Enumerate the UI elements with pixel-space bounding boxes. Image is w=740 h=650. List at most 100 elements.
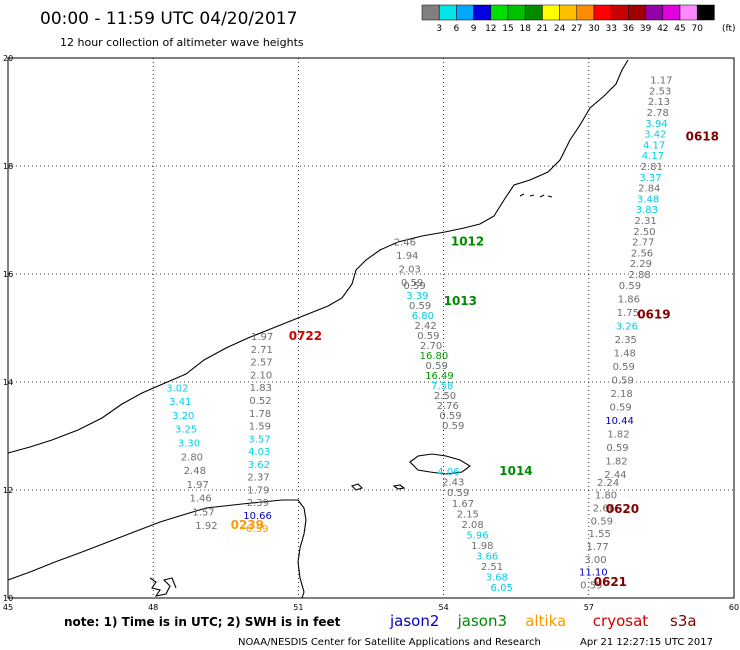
swh-value: 2.66	[593, 504, 615, 515]
colorbar-swatch	[610, 4, 629, 21]
swh-value: 0.59	[606, 443, 628, 454]
colorbar-swatch	[490, 4, 509, 21]
x-tick-label: 48	[148, 603, 158, 612]
swh-value: 2.80	[181, 452, 203, 463]
swh-value: 2.44	[604, 470, 626, 481]
pass-label: 0621	[594, 575, 627, 589]
pass-label: 1013	[444, 294, 477, 308]
swh-value: 3.68	[486, 573, 508, 584]
colorbar-swatch	[645, 4, 664, 21]
track-pass-0239: 3.02 3.41 3.20 3.25 3.30 2.80 2.48 1.97 1.46 1.57…	[166, 383, 217, 532]
colorbar: 3 6 9 12 15 18 21 24 27 30 33 36 39 42 45 70 (ft)	[421, 4, 736, 34]
swh-value: 1.86	[618, 294, 640, 305]
swh-value: 2.84	[638, 184, 660, 195]
colorbar-label: 21	[537, 24, 548, 34]
swh-value: 0.59	[246, 524, 268, 535]
pass-label: 0620	[606, 502, 639, 516]
swh-value: 3.25	[175, 425, 197, 436]
arabian-coastline	[7, 59, 629, 454]
swh-value: 1.17	[650, 76, 672, 87]
swh-value: 1.59	[249, 422, 271, 433]
swh-value: 3.83	[636, 205, 658, 216]
swh-value: 0.59	[591, 516, 613, 527]
colorbar-label: 70	[691, 24, 703, 34]
abd-al-kuri-island	[350, 483, 364, 491]
colorbar-label: 30	[588, 24, 600, 34]
x-tick-label: 57	[584, 603, 594, 612]
swh-value: 1.46	[189, 494, 211, 505]
swh-value: 4.17	[642, 151, 664, 162]
altimeter-tracks: 1.172.532.132.783.943.424.174.172.813.37…	[166, 76, 672, 595]
swh-value: 1.80	[595, 491, 617, 502]
swh-value: 3.30	[178, 438, 200, 449]
swh-value: 2.50	[633, 227, 655, 238]
colorbar-label: 24	[554, 24, 566, 34]
swh-value: 0.59	[426, 361, 448, 372]
y-tick-label: 20	[3, 54, 13, 63]
swh-value: 6.05	[491, 583, 513, 594]
swh-value: 2.76	[437, 401, 459, 412]
swh-value: 3.26	[616, 321, 638, 332]
pass-label: 0619	[637, 308, 670, 322]
samhah-island	[392, 484, 406, 490]
colorbar-label: 15	[502, 24, 513, 34]
colorbar-swatch	[576, 4, 595, 21]
colorbar-swatch	[542, 4, 560, 21]
swh-value: 6.80	[412, 311, 434, 322]
swh-value: 2.03	[399, 265, 421, 276]
swh-value: 0.59	[619, 281, 641, 292]
swh-value: 1.97	[251, 332, 273, 343]
colorbar-label: 33	[605, 24, 616, 34]
swh-value: 1.94	[396, 251, 418, 262]
swh-value: 1.55	[589, 529, 611, 540]
track-pass-1013: 0.593.390.596.802.420.592.7016.800.5916.…	[403, 281, 464, 432]
colorbar-label: 12	[485, 24, 496, 34]
swh-value: 2.37	[247, 473, 269, 484]
legend-jason3: jason3	[457, 612, 507, 630]
swh-value: 1.78	[249, 409, 271, 420]
y-tick-label: 18	[3, 162, 13, 171]
swh-value: 7.58	[431, 381, 453, 392]
colorbar-swatch	[421, 4, 440, 21]
swh-value: 2.35	[615, 335, 637, 346]
swh-value: 3.57	[248, 434, 270, 445]
x-tick-label: 60	[729, 603, 739, 612]
swh-value: 4.03	[248, 447, 270, 458]
track-pass-0619: 0.59 1.86 1.75 3.26 2.35 1.48 0.59 0.59 2.18 0.59…	[604, 281, 641, 481]
swh-value: 0.59	[609, 402, 631, 413]
swh-value: 0.59	[612, 375, 634, 386]
track-pass-1014: 4.062.430.591.672.152.085.961.983.662.51…	[437, 467, 513, 594]
swh-value: 1.57	[192, 507, 214, 518]
map-title: 00:00 - 11:59 UTC 04/20/2017	[40, 9, 297, 29]
x-tick-label: 45	[3, 603, 13, 612]
x-tick-label: 51	[293, 603, 303, 612]
swh-value: 16.80	[420, 351, 449, 362]
footer-credit: NOAA/NESDIS Center for Satellite Applica…	[238, 637, 541, 648]
swh-value: 2.81	[641, 162, 663, 173]
legend-s3a: s3a	[670, 612, 697, 630]
swh-value: 4.06	[437, 467, 459, 478]
swh-value: 16.49	[425, 371, 454, 382]
colorbar-swatch	[662, 4, 681, 21]
swh-value: 1.79	[247, 485, 269, 496]
swh-value: 2.53	[649, 86, 671, 97]
colorbar-label: 6	[454, 24, 460, 34]
swh-value: 11.10	[579, 568, 608, 579]
kuria-muria-islands	[519, 193, 553, 198]
legend-cryosat: cryosat	[593, 612, 648, 630]
track-pass-0618: 1.172.532.132.783.943.424.174.172.813.37…	[628, 76, 672, 281]
swh-value: 2.43	[442, 478, 464, 489]
satellite-legend: jason2 jason3 altika cryosat s3a	[389, 612, 697, 630]
lat-lon-grid	[8, 58, 734, 598]
track-pass-0722: 1.97 2.71 2.572.10 1.83 0.52 1.78 1.593.57 4.03…	[243, 332, 273, 535]
swh-value: 1.83	[250, 383, 272, 394]
swh-value: 1.77	[586, 542, 608, 553]
swh-value: 2.24	[597, 478, 619, 489]
colorbar-swatch	[456, 4, 474, 21]
pass-label: 0618	[686, 129, 719, 143]
colorbar-label: 36	[623, 24, 635, 34]
legend-altika: altika	[525, 612, 566, 630]
swh-value: 2.42	[414, 321, 436, 332]
colorbar-swatch	[559, 4, 578, 21]
colorbar-label: 27	[571, 24, 582, 34]
